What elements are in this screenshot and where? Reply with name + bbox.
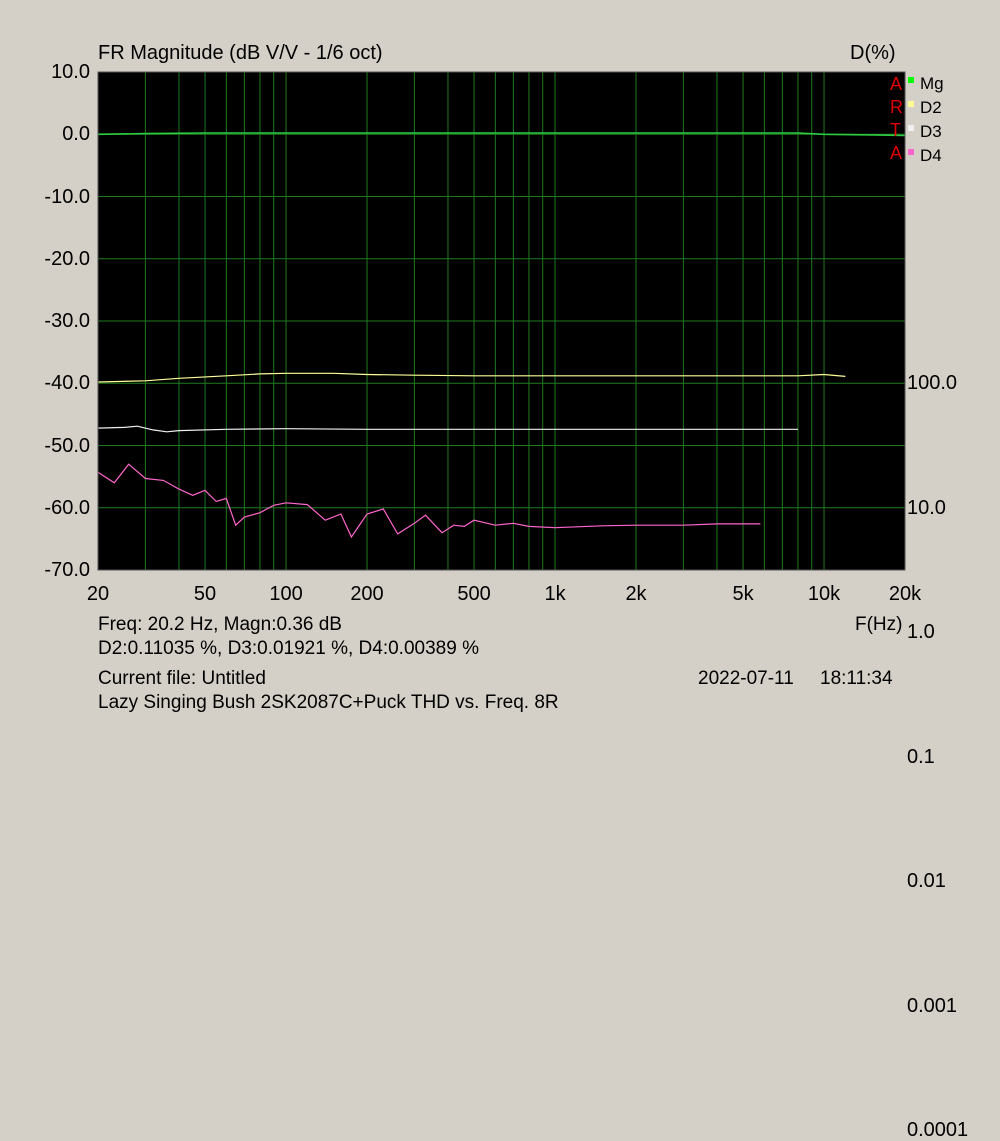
cursor-readout: Freq: 20.2 Hz, Magn:0.36 dB xyxy=(98,614,342,635)
legend-swatch xyxy=(908,76,914,83)
chart-title: FR Magnitude (dB V/V - 1/6 oct) xyxy=(98,42,383,64)
series-line-d3 xyxy=(97,425,798,433)
arta-letter: T xyxy=(890,120,901,140)
legend-item-d3[interactable]: D3 xyxy=(908,122,942,142)
series-line-d4 xyxy=(97,463,761,539)
x-tick-label: 20 xyxy=(86,583,110,605)
x-axis-unit: F(Hz) xyxy=(855,614,903,635)
x-tick-label: 500 xyxy=(457,583,491,605)
legend-swatch xyxy=(908,148,914,155)
y2-tick-label: 0.0001 xyxy=(907,1119,969,1141)
y-tick-label: -50.0 xyxy=(44,434,90,457)
arta-letter: A xyxy=(890,143,903,163)
x-tick-label: 100 xyxy=(269,583,303,605)
current-file: Current file: Untitled xyxy=(98,668,266,689)
y-tick-label: -70.0 xyxy=(44,559,90,581)
legend-swatch xyxy=(908,124,914,131)
legend-item-d4[interactable]: D4 xyxy=(908,146,942,166)
y-tick-label: -20.0 xyxy=(44,247,90,270)
timestamp-date: 2022-07-11 xyxy=(698,668,794,689)
series-line-mg xyxy=(97,132,906,137)
y2-tick-label: 1.0 xyxy=(907,621,935,644)
chart-area xyxy=(97,71,906,571)
right-axis-title: D(%) xyxy=(850,42,896,64)
timestamp-time: 18:11:34 xyxy=(820,668,893,689)
distortion-readout: D2:0.11035 %, D3:0.01921 %, D4:0.00389 % xyxy=(98,638,479,659)
series-lines xyxy=(97,132,906,539)
y-tick-label: -30.0 xyxy=(44,310,90,332)
arta-letter: A xyxy=(890,74,903,94)
legend-item-d2[interactable]: D2 xyxy=(908,98,942,118)
x-tick-label: 5k xyxy=(732,583,754,605)
y-tick-label: -60.0 xyxy=(44,496,90,519)
measurement-description: Lazy Singing Bush 2SK2087C+Puck THD vs. … xyxy=(98,692,559,713)
x-tick-label: 2k xyxy=(625,583,647,605)
y-tick-label: -10.0 xyxy=(44,185,90,208)
y-tick-label: 0.0 xyxy=(62,123,90,146)
y2-tick-label: 0.01 xyxy=(907,870,946,893)
arta-letter: R xyxy=(890,97,903,117)
series-line-d2 xyxy=(97,372,846,383)
x-tick-label: 1k xyxy=(544,583,566,605)
y-tick-label: 10.0 xyxy=(51,61,90,83)
legend-item-mg[interactable]: Mg xyxy=(908,74,944,94)
y-tick-label: -40.0 xyxy=(44,372,90,395)
legend-swatch xyxy=(908,100,914,107)
plot-border xyxy=(97,71,906,571)
grid-lines xyxy=(98,72,905,570)
y2-tick-label: 10.0 xyxy=(907,496,946,519)
y2-tick-label: 0.001 xyxy=(907,994,958,1017)
x-tick-label: 50 xyxy=(193,583,217,605)
y2-tick-label: 0.1 xyxy=(907,745,935,768)
y2-tick-label: 100.0 xyxy=(907,372,958,395)
x-tick-label: 10k xyxy=(807,583,841,605)
x-tick-label: 200 xyxy=(350,583,384,605)
x-tick-label: 20k xyxy=(888,583,922,605)
